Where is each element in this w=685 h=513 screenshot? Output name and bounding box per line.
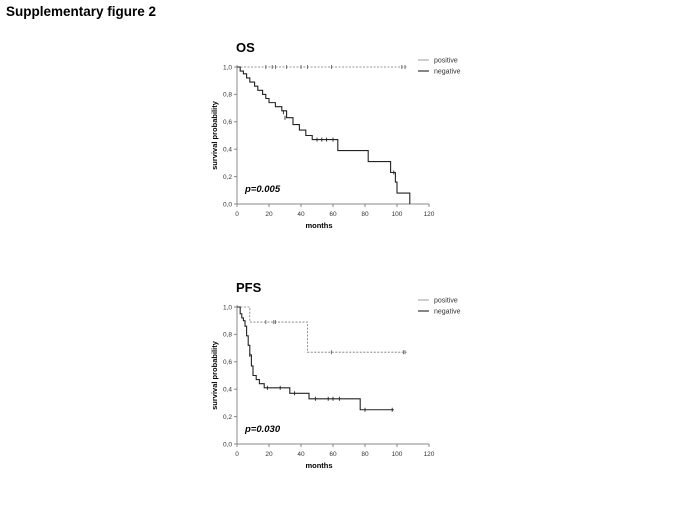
- pfs-y-axis-label: survival probability: [210, 340, 219, 410]
- os-y-tick-label: 1,0: [223, 64, 232, 71]
- os-title: OS: [236, 40, 255, 55]
- os-x-tick-label: 40: [297, 211, 305, 218]
- os-y-tick-label: 0,4: [223, 147, 232, 154]
- os-x-tick-label: 0: [235, 211, 239, 218]
- pfs-y-tick-label: 0,0: [223, 441, 232, 448]
- os-series-negative: [237, 66, 411, 204]
- pfs-legend-label: negative: [434, 308, 461, 315]
- os-y-axis-label: survival probability: [210, 100, 219, 170]
- os-legend-label: positive: [434, 57, 458, 64]
- pfs-y-tick-label: 1,0: [223, 304, 232, 311]
- pfs-x-tick-label: 0: [235, 451, 239, 458]
- pfs-legend-label: positive: [434, 297, 458, 304]
- os-x-tick-label: 120: [424, 211, 435, 218]
- os-x-axis-label: months: [305, 221, 332, 230]
- figure-title: Supplementary figure 2: [6, 4, 157, 19]
- pfs-x-tick-label: 40: [297, 451, 305, 458]
- pfs-y-tick-label: 0,6: [223, 359, 232, 366]
- os-y-tick-label: 0,6: [223, 119, 232, 126]
- os-x-tick-label: 80: [361, 211, 369, 218]
- os-p-value: p=0.005: [244, 184, 281, 195]
- pfs-series-negative: [237, 306, 394, 411]
- os-y-tick-label: 0,0: [223, 201, 232, 208]
- os-y-tick-label: 0,8: [223, 92, 232, 99]
- pfs-x-tick-label: 100: [392, 451, 403, 458]
- pfs-series-positive: [237, 306, 407, 353]
- pfs-y-tick-label: 0,2: [223, 414, 232, 421]
- pfs-x-axis-label: months: [305, 461, 332, 470]
- pfs-x-tick-label: 80: [361, 451, 369, 458]
- pfs-y-tick-label: 0,4: [223, 387, 232, 394]
- os-chart: OS 0 20 40 60 80 100 120 0,0 0,2 0,4 0,6 0,8 1,0 month…: [210, 40, 461, 230]
- pfs-x-tick-label: 20: [265, 451, 273, 458]
- os-x-tick-label: 20: [265, 211, 273, 218]
- pfs-title: PFS: [236, 280, 262, 295]
- os-x-tick-label: 60: [329, 211, 337, 218]
- pfs-y-tick-label: 0,8: [223, 332, 232, 339]
- pfs-x-tick-label: 120: [424, 451, 435, 458]
- os-y-tick-label: 0,2: [223, 174, 232, 181]
- os-x-tick-label: 100: [392, 211, 403, 218]
- pfs-x-tick-label: 60: [329, 451, 337, 458]
- pfs-p-value: p=0.030: [244, 424, 281, 435]
- pfs-chart: PFS 0 20 40 60 80 100 120 0,0 0,2 0,4 0,6 0,8 1,0 mont…: [210, 280, 461, 470]
- os-legend-label: negative: [434, 68, 461, 75]
